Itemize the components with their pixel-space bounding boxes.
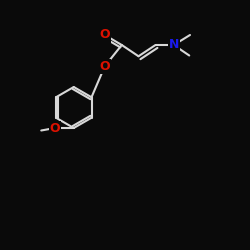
Text: N: N [168,38,179,52]
Text: O: O [100,28,110,42]
Text: O: O [50,122,60,134]
Text: O: O [100,60,110,73]
